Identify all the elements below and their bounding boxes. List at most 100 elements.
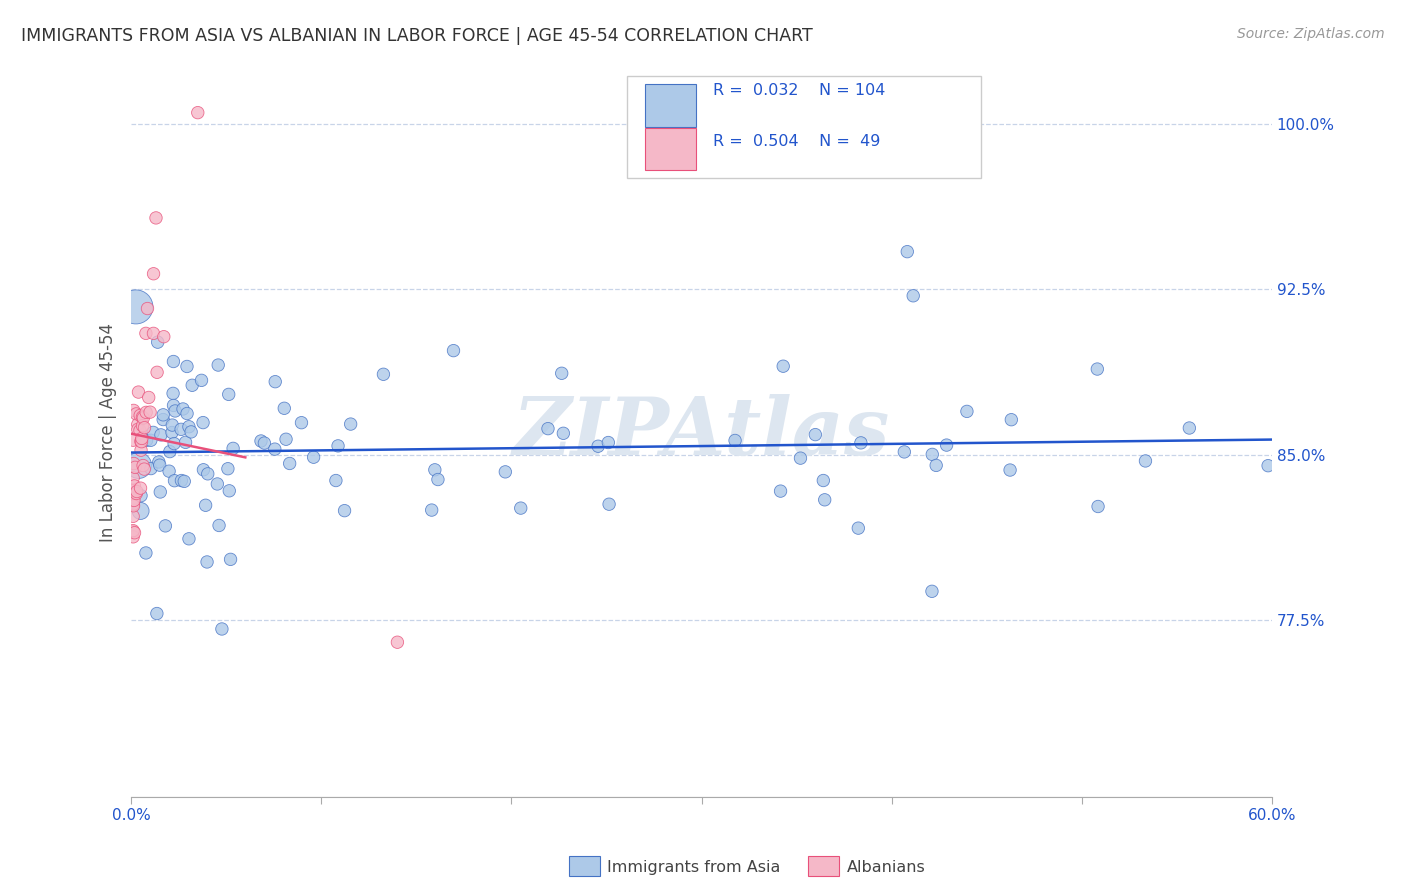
Point bbox=[134, 420, 156, 434]
Point bbox=[181, 378, 204, 392]
Point bbox=[159, 444, 181, 458]
Point bbox=[124, 460, 146, 475]
Point bbox=[142, 267, 165, 281]
Point bbox=[326, 439, 349, 453]
Text: R =  0.504    N =  49: R = 0.504 N = 49 bbox=[713, 134, 880, 149]
Point bbox=[162, 399, 184, 413]
Point bbox=[160, 425, 183, 440]
Point bbox=[273, 401, 295, 416]
Point bbox=[122, 499, 145, 513]
Point bbox=[1135, 454, 1157, 468]
Text: R =  0.032    N = 104: R = 0.032 N = 104 bbox=[713, 83, 886, 98]
Point bbox=[387, 635, 409, 649]
Point bbox=[125, 486, 148, 500]
Point bbox=[152, 412, 174, 426]
Point bbox=[896, 244, 918, 259]
Point bbox=[925, 458, 948, 473]
Point bbox=[122, 457, 145, 471]
FancyBboxPatch shape bbox=[627, 76, 981, 178]
Text: ZIPAtlas: ZIPAtlas bbox=[513, 394, 890, 471]
Point bbox=[197, 467, 219, 481]
Point bbox=[921, 584, 943, 599]
Point bbox=[142, 326, 165, 341]
Point bbox=[125, 484, 148, 499]
Point bbox=[165, 404, 187, 418]
Point bbox=[124, 479, 146, 493]
Point bbox=[176, 359, 198, 374]
Point bbox=[494, 465, 516, 479]
Point bbox=[339, 417, 361, 431]
Point bbox=[290, 416, 312, 430]
Point bbox=[127, 385, 149, 400]
Point bbox=[998, 463, 1021, 477]
FancyBboxPatch shape bbox=[644, 128, 696, 170]
Point bbox=[148, 455, 170, 469]
Point bbox=[146, 607, 169, 621]
Point bbox=[194, 498, 217, 512]
Point bbox=[153, 329, 176, 343]
Point bbox=[222, 442, 245, 456]
Point bbox=[1087, 500, 1109, 514]
Point bbox=[443, 343, 465, 358]
Point bbox=[127, 422, 149, 436]
Point bbox=[1257, 458, 1279, 473]
Point bbox=[813, 474, 835, 488]
Point bbox=[129, 434, 152, 449]
Point bbox=[139, 434, 162, 448]
Point bbox=[131, 418, 153, 433]
Point bbox=[373, 368, 395, 382]
Point bbox=[135, 326, 157, 341]
Point bbox=[129, 443, 152, 458]
Point bbox=[772, 359, 794, 374]
Point bbox=[174, 435, 197, 450]
Point bbox=[218, 483, 240, 498]
Point bbox=[135, 405, 157, 419]
Point bbox=[217, 461, 239, 475]
Point bbox=[162, 354, 184, 368]
Point bbox=[157, 464, 180, 478]
Point bbox=[132, 458, 155, 473]
Point bbox=[138, 391, 160, 405]
Point bbox=[135, 546, 157, 560]
Point bbox=[598, 435, 620, 450]
Point bbox=[122, 433, 145, 447]
Point bbox=[325, 474, 347, 488]
Text: IMMIGRANTS FROM ASIA VS ALBANIAN IN LABOR FORCE | AGE 45-54 CORRELATION CHART: IMMIGRANTS FROM ASIA VS ALBANIAN IN LABO… bbox=[21, 27, 813, 45]
Point bbox=[149, 428, 172, 442]
Point bbox=[122, 530, 145, 544]
Point bbox=[177, 532, 200, 546]
Point bbox=[218, 387, 240, 401]
Point bbox=[128, 458, 150, 473]
Point bbox=[129, 424, 152, 438]
Point bbox=[849, 435, 872, 450]
Point bbox=[146, 335, 169, 350]
Point bbox=[893, 445, 915, 459]
Point bbox=[149, 458, 172, 472]
Text: Source: ZipAtlas.com: Source: ZipAtlas.com bbox=[1237, 27, 1385, 41]
Point bbox=[211, 622, 233, 636]
Point bbox=[131, 432, 153, 446]
Point bbox=[253, 436, 276, 450]
Point bbox=[769, 484, 792, 499]
Text: Albanians: Albanians bbox=[846, 860, 925, 874]
FancyBboxPatch shape bbox=[644, 84, 696, 127]
Point bbox=[163, 474, 186, 488]
Point bbox=[131, 434, 153, 449]
Point bbox=[193, 463, 215, 477]
Point bbox=[190, 373, 212, 387]
Point bbox=[537, 422, 560, 436]
Point bbox=[131, 409, 153, 424]
Point bbox=[935, 438, 957, 452]
Point bbox=[598, 497, 620, 511]
Point bbox=[129, 481, 152, 495]
Point bbox=[423, 463, 446, 477]
Point bbox=[426, 473, 449, 487]
Point bbox=[207, 358, 229, 372]
Point bbox=[208, 518, 231, 533]
Point bbox=[207, 477, 229, 491]
Point bbox=[129, 409, 152, 423]
Y-axis label: In Labor Force | Age 45-54: In Labor Force | Age 45-54 bbox=[100, 323, 117, 542]
Point bbox=[129, 489, 152, 503]
Point bbox=[177, 419, 200, 434]
Point bbox=[551, 366, 574, 380]
